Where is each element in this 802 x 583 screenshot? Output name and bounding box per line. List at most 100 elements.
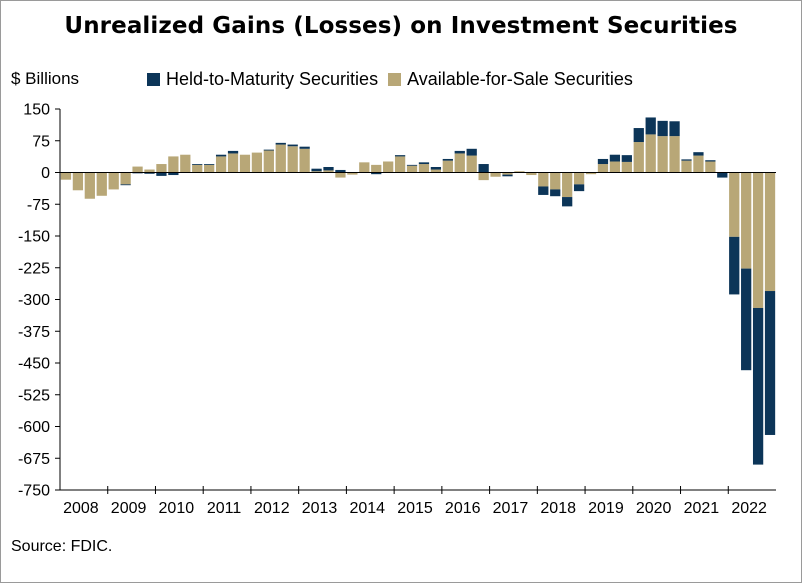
- bar-htm: [752, 307, 764, 465]
- bar-afs: [502, 172, 513, 175]
- bar-htm: [311, 168, 322, 172]
- bar-afs: [156, 164, 167, 173]
- y-tick-label: 150: [23, 102, 50, 119]
- y-unit-label: $ Billions: [11, 69, 80, 88]
- y-tick-label: -525: [18, 387, 50, 404]
- bar-htm: [538, 186, 549, 195]
- y-tick-label: -225: [18, 260, 50, 277]
- bar-afs: [371, 164, 382, 173]
- bar-afs: [359, 162, 370, 173]
- bar-afs: [490, 172, 501, 177]
- x-tick-label: 2012: [254, 500, 290, 517]
- bar-afs: [729, 172, 740, 237]
- bar-afs: [383, 161, 394, 173]
- bar-afs: [180, 154, 191, 173]
- bar-htm: [681, 159, 692, 161]
- x-tick-label: 2017: [493, 500, 529, 517]
- x-tick-label: 2013: [302, 500, 338, 517]
- bar-afs: [538, 172, 549, 187]
- x-tick-label: 2014: [349, 500, 385, 517]
- legend-label-htm: Held-to-Maturity Securities: [166, 69, 379, 89]
- bar-afs: [311, 171, 322, 173]
- bar-htm: [275, 142, 286, 145]
- y-tick-label: -600: [18, 419, 50, 436]
- bar-htm: [621, 155, 632, 162]
- bar-htm: [741, 268, 752, 371]
- bar-htm: [215, 154, 227, 157]
- bar-htm: [597, 158, 609, 165]
- bar-htm: [263, 149, 274, 151]
- bar-afs: [657, 136, 668, 173]
- legend-item-htm: Held-to-Maturity Securities: [147, 69, 378, 90]
- bar-htm: [729, 236, 740, 295]
- bar-afs: [108, 172, 119, 190]
- bar-afs: [705, 161, 716, 173]
- x-tick-label: 2011: [207, 500, 242, 517]
- y-tick-label: -375: [18, 324, 50, 341]
- bar-htm: [562, 197, 573, 207]
- x-tick-label: 2021: [684, 500, 720, 517]
- legend-item-afs: Available-for-Sale Securities: [388, 69, 633, 90]
- bar-afs: [192, 164, 203, 173]
- bar-htm: [502, 174, 513, 177]
- y-tick-label: -750: [18, 483, 50, 500]
- bar-afs: [144, 169, 155, 173]
- bar-htm: [609, 154, 621, 162]
- bar-htm: [645, 117, 656, 135]
- bar-htm: [693, 152, 704, 156]
- bar-afs: [204, 164, 215, 173]
- y-tick-label: -75: [27, 197, 50, 214]
- bar-htm: [204, 164, 215, 165]
- bar-afs: [120, 172, 131, 185]
- bar-afs: [562, 172, 573, 198]
- bar-afs: [669, 136, 680, 173]
- bar-afs: [478, 172, 489, 181]
- bar-afs: [633, 142, 644, 173]
- bar-afs: [454, 153, 465, 173]
- bar-htm: [717, 172, 728, 178]
- bar-htm: [144, 172, 155, 174]
- bar-afs: [526, 172, 537, 176]
- bar-afs: [466, 155, 477, 173]
- bar-afs: [645, 134, 656, 173]
- chart-plot: 150 75 0 -75 -150 -225 -300 -375 -450 -525 -600 -67…: [18, 102, 776, 517]
- bar-htm: [192, 164, 203, 165]
- x-tick-label: 2009: [111, 500, 147, 517]
- bar-afs: [251, 152, 263, 173]
- bar-afs: [550, 172, 561, 190]
- y-tick-label: -150: [18, 229, 50, 246]
- bar-htm: [120, 184, 131, 186]
- y-tick-label: -675: [18, 451, 50, 468]
- bar-htm: [705, 160, 716, 162]
- bar-htm: [633, 128, 644, 143]
- bar-htm: [466, 148, 477, 156]
- bar-afs: [72, 172, 84, 191]
- bar-htm: [478, 164, 489, 173]
- bar-htm: [442, 158, 453, 161]
- bar-afs: [430, 169, 442, 173]
- bar-htm: [371, 172, 382, 175]
- x-tick-label: 2016: [445, 500, 481, 517]
- bar-htm: [168, 172, 179, 176]
- bar-afs: [275, 144, 286, 173]
- bar-htm: [669, 121, 680, 137]
- bar-afs: [585, 172, 597, 175]
- x-tick-label: 2020: [636, 500, 672, 517]
- bar-afs: [60, 172, 72, 180]
- x-tick-label: 2010: [159, 500, 195, 517]
- bar-afs: [741, 172, 752, 269]
- bar-htm: [335, 169, 346, 173]
- legend-swatch-afs: [388, 73, 402, 86]
- x-tick-label: 2015: [397, 500, 433, 517]
- bar-afs: [681, 160, 692, 173]
- y-tick-label: 75: [32, 133, 50, 150]
- bar-afs: [168, 156, 179, 173]
- bar-afs: [406, 165, 418, 173]
- bar-htm: [657, 120, 668, 137]
- y-tick-label: 0: [41, 165, 50, 182]
- legend-label-afs: Available-for-Sale Securities: [407, 69, 633, 89]
- bar-htm: [394, 155, 406, 157]
- bar-afs: [573, 172, 585, 185]
- x-tick-label: 2022: [731, 500, 767, 517]
- bar-afs: [609, 161, 621, 173]
